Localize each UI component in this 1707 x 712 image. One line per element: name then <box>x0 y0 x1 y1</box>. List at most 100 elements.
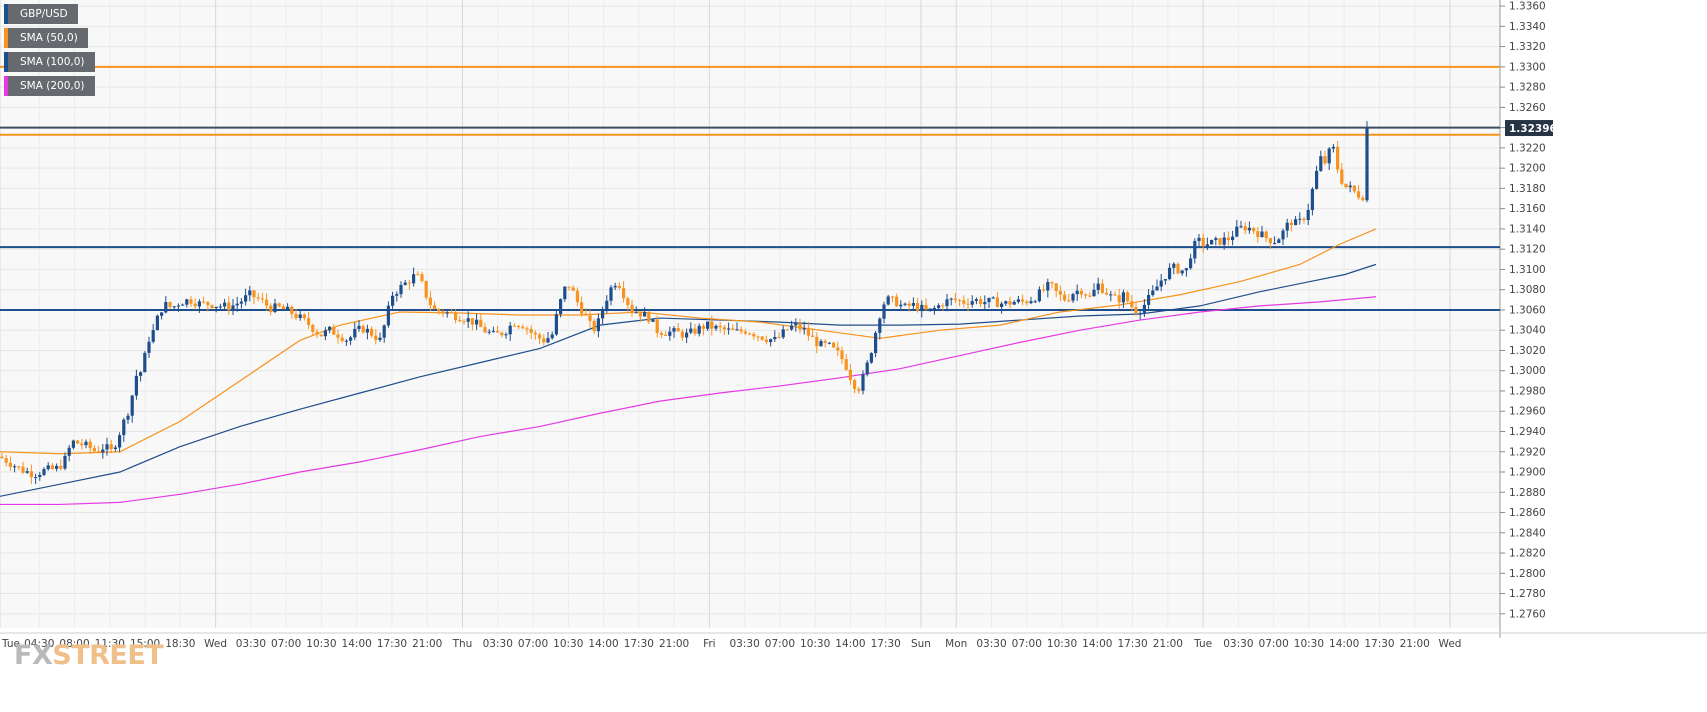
y-tick-label: 1.3120 <box>1509 244 1546 256</box>
candle-body <box>546 338 550 343</box>
legend-sma-50[interactable]: SMA (50,0) <box>4 28 88 48</box>
candle-body <box>1121 292 1125 303</box>
candle-body <box>655 319 659 333</box>
x-tick-label: 03:30 <box>483 638 513 650</box>
candle-body <box>1294 219 1298 226</box>
candle-body <box>857 388 861 391</box>
candle-body <box>118 435 122 448</box>
candle-body <box>676 328 680 332</box>
candle-body <box>794 323 798 326</box>
candle-body <box>626 298 630 306</box>
candle-body <box>1008 301 1012 305</box>
candle-body <box>953 298 957 301</box>
y-tick-label: 1.3180 <box>1509 183 1546 195</box>
y-tick-label: 1.3280 <box>1509 82 1546 94</box>
candle-body <box>454 312 458 321</box>
candle-body <box>164 302 168 313</box>
candle-body <box>344 340 348 342</box>
candle-body <box>945 299 949 307</box>
x-tick-label: 07:00 <box>271 638 301 650</box>
x-tick-label: 07:00 <box>1259 638 1289 650</box>
legend-gbpusd[interactable]: GBP/USD <box>4 4 78 24</box>
candle-body <box>336 334 340 338</box>
candle-body <box>265 299 269 306</box>
candle-body <box>630 305 634 313</box>
candle-body <box>0 456 4 459</box>
candle-body <box>17 466 21 468</box>
candle-body <box>1323 156 1327 164</box>
candle-body <box>1142 304 1146 313</box>
candle-body <box>361 325 365 333</box>
candle-body <box>92 448 96 452</box>
candle-body <box>458 320 462 322</box>
y-tick-label: 1.2820 <box>1509 548 1546 560</box>
candle-body <box>706 321 710 329</box>
candle-body <box>353 328 357 338</box>
candle-body <box>1025 301 1029 304</box>
candle-body <box>567 286 571 288</box>
candle-body <box>197 301 201 307</box>
candle-body <box>281 306 285 310</box>
candle-body <box>575 290 579 303</box>
candle-body <box>1029 301 1033 304</box>
candle-body <box>991 297 995 299</box>
candle-body <box>722 327 726 330</box>
candle-body <box>370 328 374 336</box>
candle-body <box>1159 280 1163 287</box>
candle-body <box>1184 268 1188 271</box>
candle-body <box>739 329 743 332</box>
candle-body <box>827 342 831 344</box>
candle-body <box>1348 185 1352 188</box>
candle-body <box>760 336 764 340</box>
y-tick-label: 1.2840 <box>1509 527 1546 539</box>
candle-body <box>832 342 836 348</box>
sma-100-line <box>0 263 1377 497</box>
candle-body <box>529 328 533 333</box>
candle-body <box>1151 290 1155 296</box>
candle-body <box>1079 290 1083 295</box>
candle-body <box>59 465 63 469</box>
candle-body <box>861 374 865 391</box>
candle-body <box>1180 270 1184 274</box>
legend-sma-100[interactable]: SMA (100,0) <box>4 52 95 72</box>
y-tick-label: 1.2900 <box>1509 467 1546 479</box>
candle-body <box>1252 227 1256 232</box>
candle-body <box>386 305 390 326</box>
candle-body <box>181 304 185 306</box>
candle-body <box>437 309 441 312</box>
candle-body <box>689 328 693 333</box>
x-tick-label: 14:00 <box>1082 638 1112 650</box>
x-tick-label: Thu <box>452 638 473 650</box>
candle-body <box>798 323 802 330</box>
candle-body <box>382 325 386 338</box>
candle-body <box>307 318 311 325</box>
current-price-label: 1.32396 <box>1509 123 1557 135</box>
candle-body <box>609 287 613 301</box>
candle-body <box>638 312 642 317</box>
candle-body <box>8 462 12 467</box>
x-tick-label: Fri <box>703 638 716 650</box>
candle-body <box>1218 238 1222 245</box>
candle-body <box>1088 295 1092 297</box>
candles <box>0 121 1369 485</box>
candle-body <box>1201 237 1205 246</box>
candle-body <box>42 469 46 475</box>
candle-body <box>428 297 432 306</box>
legend-sma-200[interactable]: SMA (200,0) <box>4 76 95 96</box>
candle-body <box>223 302 227 307</box>
candle-body <box>890 296 894 298</box>
candle-body <box>949 298 953 300</box>
candle-body <box>781 329 785 338</box>
candle-body <box>916 303 920 311</box>
candle-body <box>462 321 466 323</box>
x-tick-label: Wed <box>204 638 227 650</box>
candle-body <box>823 340 827 343</box>
candle-body <box>504 334 508 336</box>
candle-body <box>966 303 970 305</box>
candle-body <box>4 458 8 463</box>
candle-body <box>668 331 672 336</box>
x-tick-label: 07:00 <box>765 638 795 650</box>
current-price-box <box>1505 120 1553 137</box>
candle-body <box>643 311 647 317</box>
